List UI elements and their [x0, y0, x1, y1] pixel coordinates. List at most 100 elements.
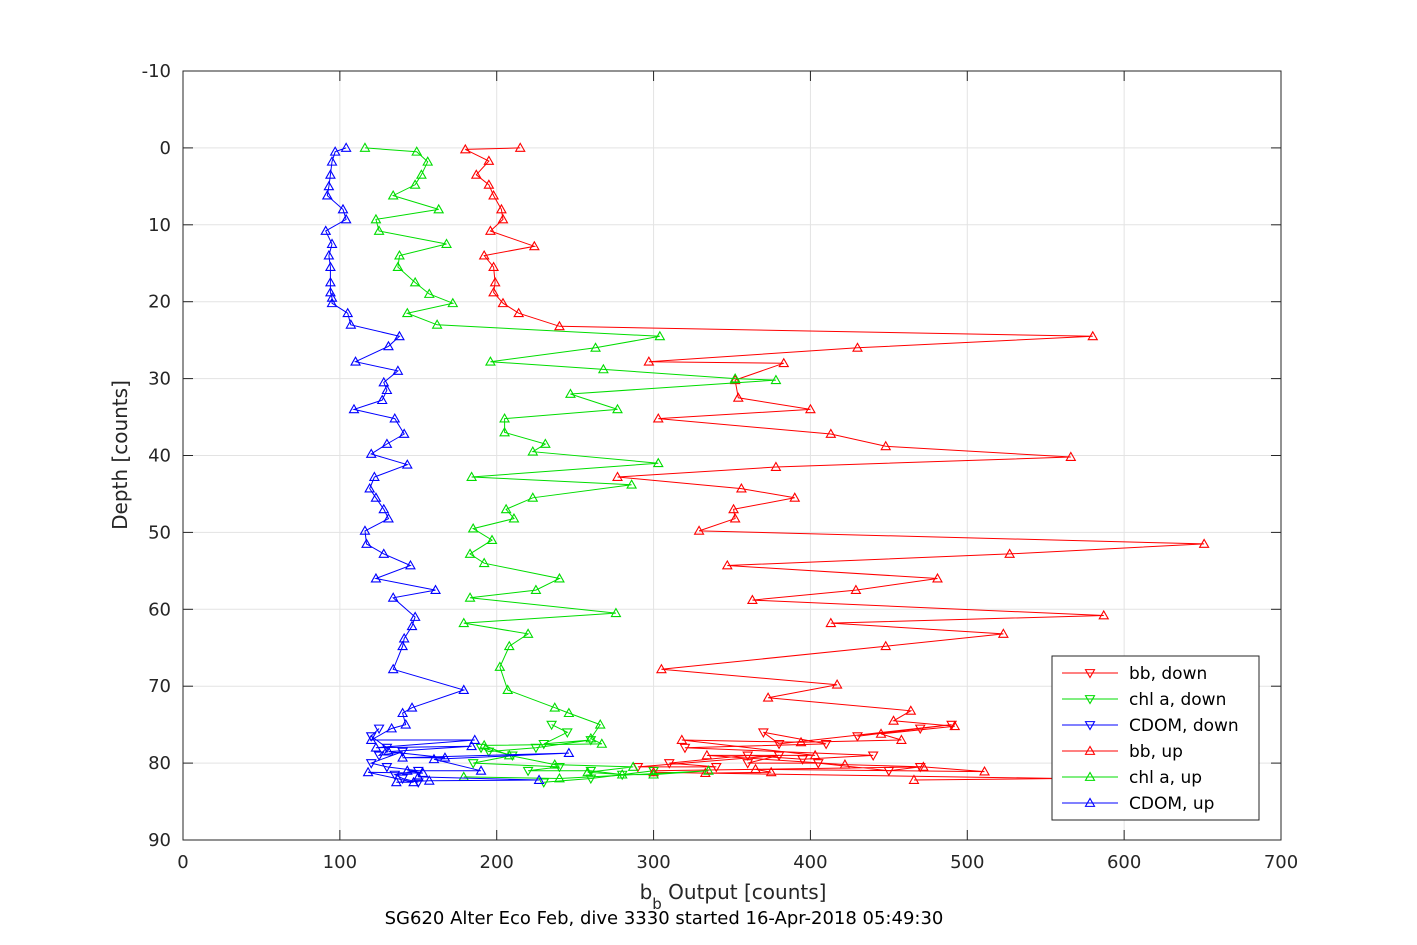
data-point-marker [527, 492, 539, 502]
y-tick-label: 0 [160, 138, 171, 159]
data-point-marker [423, 775, 435, 785]
y-tick-label: 90 [148, 830, 171, 851]
legend-entry: chl a, up [1062, 768, 1202, 788]
data-point-marker [701, 749, 713, 760]
data-point-marker [324, 261, 336, 272]
data-point-marker [489, 276, 501, 287]
legend-marker [1084, 695, 1096, 705]
data-point-marker [528, 240, 540, 251]
data-point-marker [914, 763, 926, 773]
data-point-marker [378, 548, 390, 558]
data-point-marker [428, 753, 440, 764]
data-point-marker [433, 203, 445, 214]
data-point-marker [522, 628, 534, 638]
data-point-marker [365, 734, 377, 744]
data-point-marker [549, 702, 561, 712]
legend-entry: chl a, down [1062, 690, 1226, 710]
data-point-marker [762, 692, 774, 702]
data-point-marker [502, 684, 514, 694]
data-point-marker [643, 356, 655, 366]
data-point-marker [852, 732, 863, 742]
data-point-marker [478, 557, 490, 568]
data-point-marker [703, 765, 714, 775]
data-point-marker [387, 592, 399, 602]
data-point-marker [359, 142, 371, 152]
data-point-marker [397, 747, 409, 758]
data-point-marker [373, 225, 385, 235]
data-point-marker [1198, 538, 1210, 548]
data-point-marker [522, 766, 534, 777]
data-point-marker [1098, 609, 1110, 620]
data-point-marker [585, 736, 597, 746]
data-point-marker [359, 525, 371, 535]
y-tick-label: 50 [148, 522, 171, 543]
legend-label: bb, down [1129, 664, 1207, 684]
data-point-marker [323, 249, 335, 260]
x-tick-label: 300 [636, 852, 670, 873]
data-point-marker [627, 761, 639, 771]
data-point-marker [596, 738, 608, 748]
series-line [473, 724, 654, 783]
data-point-marker [488, 286, 500, 297]
data-point-marker [337, 203, 349, 214]
data-point-marker [804, 403, 816, 414]
data-point-marker [409, 179, 421, 189]
data-point-marker [831, 679, 843, 689]
y-tick-label: 40 [148, 446, 171, 467]
data-point-marker [895, 734, 907, 744]
data-point-marker [383, 340, 394, 351]
x-tick-label: 400 [793, 852, 827, 873]
data-point-marker [732, 392, 744, 402]
data-point-marker [401, 765, 413, 775]
legend-label: bb, up [1129, 742, 1183, 762]
data-point-marker [514, 142, 526, 152]
data-point-marker [320, 225, 332, 235]
series-cdom-up [320, 142, 575, 787]
x-tick-label: 700 [1264, 852, 1298, 873]
data-point-marker [626, 479, 638, 489]
data-point-marker [381, 763, 393, 773]
data-point-marker [561, 728, 573, 738]
data-point-marker [373, 751, 385, 762]
data-point-marker [459, 143, 471, 154]
data-point-marker [378, 503, 390, 514]
data-point-marker [376, 394, 388, 405]
data-point-marker [370, 492, 382, 502]
data-point-marker [1065, 451, 1077, 461]
y-tick-label: 10 [148, 215, 171, 236]
data-point-marker [946, 720, 958, 731]
data-point-marker [527, 446, 539, 456]
data-point-marker [397, 707, 409, 718]
data-point-marker [563, 707, 575, 718]
legend-marker [1084, 745, 1096, 755]
data-point-marker [412, 766, 424, 777]
data-point-marker [483, 155, 495, 165]
data-point-marker [386, 722, 398, 733]
series-bb-up [459, 142, 1210, 784]
data-point-marker [381, 438, 393, 448]
data-point-marker [345, 319, 357, 329]
data-point-marker [378, 376, 390, 387]
data-point-marker [326, 156, 338, 166]
data-point-marker [616, 769, 628, 779]
data-point-marker [389, 412, 401, 423]
data-point-marker [839, 759, 851, 769]
data-point-marker [387, 189, 399, 200]
data-point-marker [867, 751, 879, 762]
data-point-marker [392, 365, 404, 375]
legend-box [1051, 655, 1260, 821]
data-point-marker [439, 752, 451, 762]
data-point-marker [406, 620, 418, 631]
data-point-marker [773, 751, 785, 762]
data-point-marker [466, 471, 478, 481]
data-point-marker [564, 388, 576, 398]
data-point-marker [979, 765, 990, 776]
data-point-marker [423, 288, 435, 298]
data-point-marker [914, 724, 926, 735]
data-point-marker [500, 503, 512, 514]
data-point-marker [546, 720, 558, 731]
data-point-marker [464, 548, 476, 558]
data-point-marker [326, 238, 338, 248]
data-point-marker [809, 749, 821, 760]
